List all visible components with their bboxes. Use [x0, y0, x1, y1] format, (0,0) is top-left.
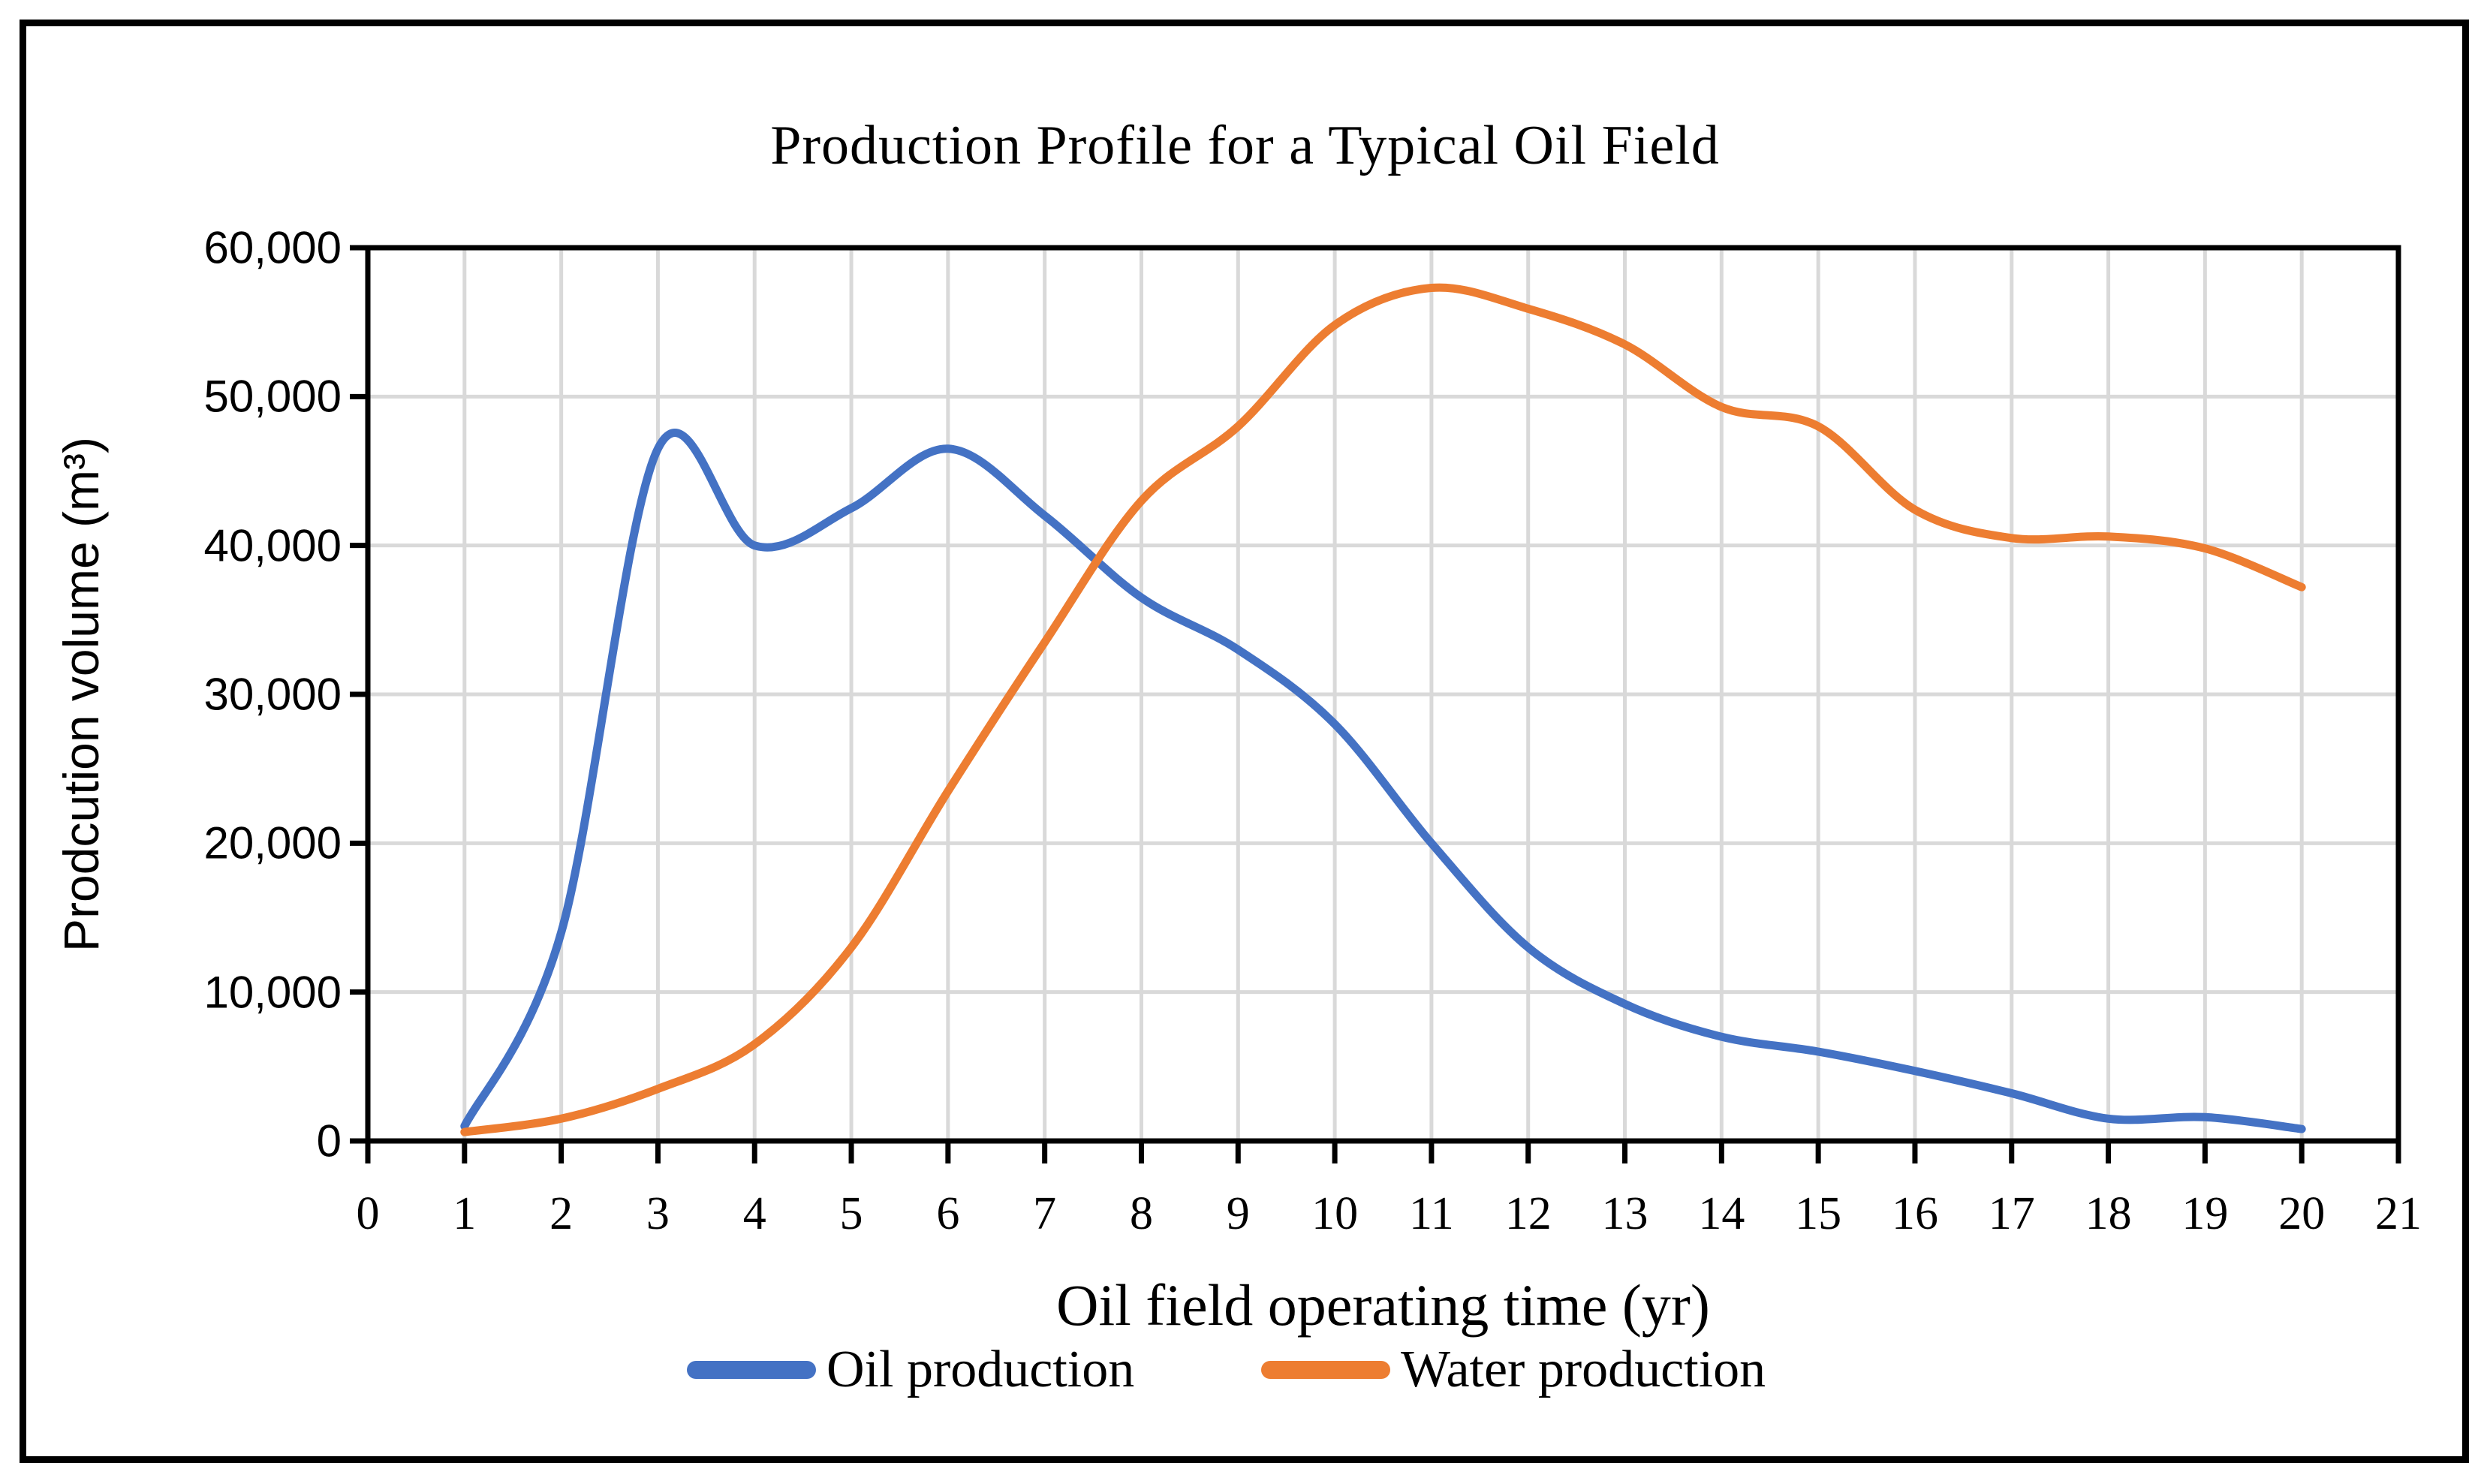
- legend-label-oil-production: Oil production: [826, 1341, 1135, 1398]
- x-tick-label-20: 20: [2278, 1188, 2326, 1239]
- legend-label-water-production: Water production: [1401, 1341, 1766, 1398]
- x-tick-label-8: 8: [1129, 1188, 1153, 1239]
- x-tick-label-10: 10: [1311, 1188, 1359, 1239]
- x-tick-label-1: 1: [453, 1188, 477, 1239]
- y-tick-label-60000: 60,000: [203, 222, 342, 273]
- x-tick-label-15: 15: [1795, 1188, 1842, 1239]
- y-tick-label-20000: 20,000: [203, 817, 342, 868]
- x-tick-label-3: 3: [646, 1188, 670, 1239]
- x-tick-label-21: 21: [2375, 1188, 2422, 1239]
- series-curves: [460, 283, 2306, 1136]
- x-tick-label-11: 11: [1409, 1188, 1454, 1239]
- x-tick-label-4: 4: [742, 1188, 766, 1239]
- legend-item-oil-production: Oil production: [687, 1336, 1134, 1404]
- y-tick-label-10000: 10,000: [203, 967, 342, 1018]
- axis-ticks: [350, 245, 2401, 1163]
- x-axis-title: Oil field operating time (yr): [1056, 1272, 1710, 1338]
- x-tick-label-0: 0: [356, 1188, 380, 1239]
- x-tick-label-5: 5: [839, 1188, 863, 1239]
- legend-item-water-production: Water production: [1261, 1336, 1766, 1404]
- x-tick-label-17: 17: [1988, 1188, 2035, 1239]
- legend: Oil production Water production: [0, 1336, 2490, 1404]
- figure-border: [20, 20, 2469, 1463]
- x-tick-label-19: 19: [2181, 1188, 2229, 1239]
- x-tick-label-2: 2: [549, 1188, 574, 1239]
- chart-title: Production Profile for a Typical Oil Fie…: [770, 115, 1720, 176]
- x-tick-label-9: 9: [1226, 1188, 1250, 1239]
- y-tick-label-30000: 30,000: [203, 669, 342, 720]
- x-tick-label-13: 13: [1601, 1188, 1648, 1239]
- y-tick-label-50000: 50,000: [203, 371, 342, 422]
- x-tick-label-6: 6: [936, 1188, 960, 1239]
- x-tick-label-12: 12: [1504, 1188, 1552, 1239]
- plot-border: [365, 245, 2401, 1144]
- gridlines: [368, 248, 2398, 1141]
- water-production-line-icon: [1261, 1361, 1390, 1379]
- y-tick-label-0: 0: [316, 1115, 342, 1166]
- water-production-curve: [460, 283, 2306, 1136]
- y-tick-label-40000: 40,000: [203, 520, 342, 571]
- x-tick-label-7: 7: [1033, 1188, 1057, 1239]
- oil-production-line-icon: [687, 1361, 816, 1379]
- oil-production-curve: [460, 429, 2306, 1133]
- x-tick-label-14: 14: [1698, 1188, 1745, 1239]
- x-tick-label-16: 16: [1891, 1188, 1938, 1239]
- x-tick-label-18: 18: [2085, 1188, 2132, 1239]
